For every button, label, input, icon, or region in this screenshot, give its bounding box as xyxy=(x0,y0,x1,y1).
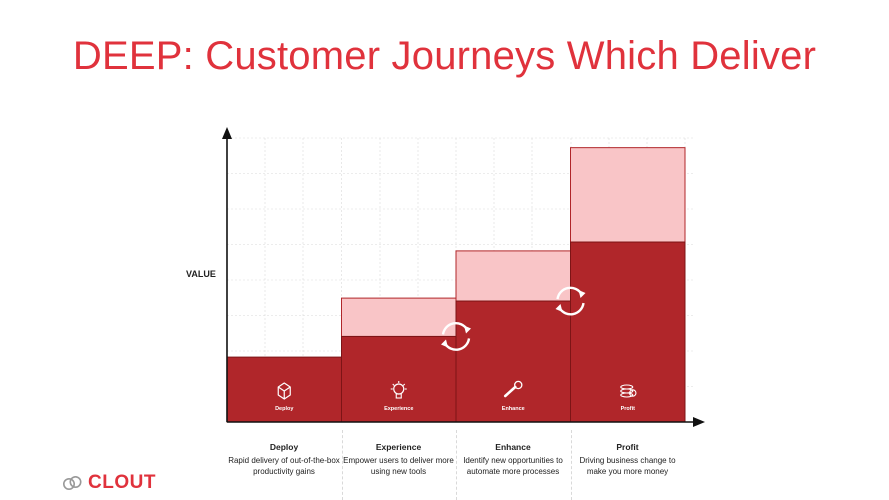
stage-description: Enhance Identify new opportunities to aut… xyxy=(456,442,570,477)
stage-value-bar xyxy=(570,241,686,423)
lightbulb-icon xyxy=(390,381,407,399)
stage-description-text: Identify new opportunities to automate m… xyxy=(463,456,563,476)
stage-bar-label: Experience xyxy=(384,406,413,412)
box-icon xyxy=(277,382,291,400)
stage-profit: Profit xyxy=(570,147,686,423)
coins-icon xyxy=(620,384,637,398)
stage-bar-label: Deploy xyxy=(275,406,294,412)
stage-potential-bar xyxy=(455,250,571,302)
stage-description: Profit Driving business change to make yo… xyxy=(571,442,685,477)
stage-enhance: Enhance xyxy=(455,250,571,423)
brand-name: CLOUT xyxy=(88,472,156,493)
stage-experience: Experience xyxy=(341,297,457,423)
y-axis-label: VALUE xyxy=(186,269,216,279)
stage-description-text: Rapid delivery of out-of-the-box product… xyxy=(228,456,340,476)
description-divider xyxy=(570,430,572,500)
stage-description-text: Driving business change to make you more… xyxy=(579,456,676,476)
slide-title: DEEP: Customer Journeys Which Deliver xyxy=(72,34,817,78)
stage-description-title: Enhance xyxy=(495,442,531,452)
stage-description-title: Deploy xyxy=(269,442,299,452)
stage-value-bar xyxy=(226,356,342,423)
stage-bar-label: Enhance xyxy=(502,406,525,412)
brand-logo: CLOUT xyxy=(62,472,156,494)
refresh-cycle-icon xyxy=(555,286,586,316)
stage-description: Deploy Rapid delivery of out-of-the-box p… xyxy=(227,442,341,477)
stage-value-bar xyxy=(455,300,571,423)
stage-description-text: Empower users to deliver more using new … xyxy=(343,456,454,476)
description-divider xyxy=(341,430,343,500)
x-axis-arrow xyxy=(693,417,705,427)
wrench-icon xyxy=(503,380,523,398)
description-divider xyxy=(456,430,457,500)
stage-deploy: Deploy xyxy=(226,356,342,423)
stage-potential-bar xyxy=(341,297,457,337)
stage-description-title: Experience xyxy=(375,442,422,452)
stage-bar-label: Profit xyxy=(621,406,636,412)
cycle-icons xyxy=(441,286,586,351)
stage-description: Experience Empower users to deliver more … xyxy=(342,442,456,477)
cloud-logo-icon xyxy=(63,476,82,490)
refresh-cycle-icon xyxy=(441,322,471,351)
stage-bars: Deploy Experience Enhance Profit xyxy=(226,147,686,423)
stage-potential-bar xyxy=(570,147,686,243)
y-axis-arrow xyxy=(222,127,232,139)
axes xyxy=(222,127,705,427)
stage-description-title: Profit xyxy=(616,442,639,452)
